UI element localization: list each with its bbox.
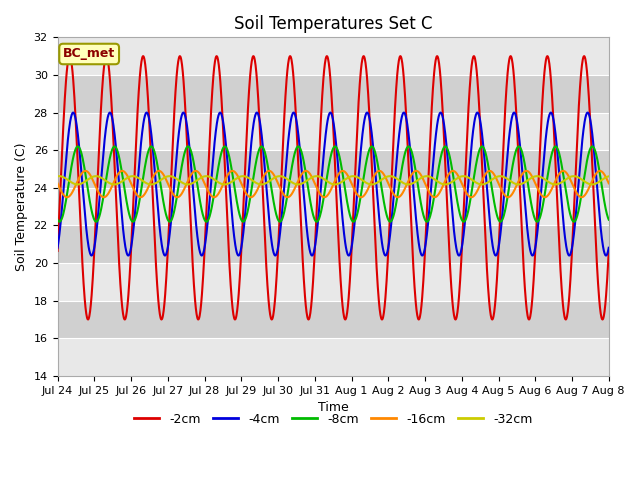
-16cm	[163, 178, 170, 184]
Y-axis label: Soil Temperature (C): Soil Temperature (C)	[15, 143, 28, 271]
Line: -4cm: -4cm	[58, 113, 609, 255]
-2cm	[397, 53, 404, 59]
Bar	[58, 300, 609, 338]
Bar	[58, 113, 609, 150]
-2cm	[419, 278, 427, 284]
-8cm	[54, 217, 61, 223]
-2cm	[238, 238, 246, 243]
Title: Soil Temperatures Set C: Soil Temperatures Set C	[234, 15, 433, 33]
-32cm	[540, 176, 548, 182]
-32cm	[238, 173, 246, 179]
X-axis label: Time: Time	[318, 401, 349, 414]
-32cm	[54, 173, 61, 179]
-2cm	[54, 248, 61, 254]
-8cm	[74, 144, 82, 149]
-4cm	[419, 252, 426, 258]
Bar	[58, 37, 609, 75]
-8cm	[164, 216, 172, 222]
Bar	[58, 75, 609, 113]
-4cm	[540, 154, 548, 159]
-2cm	[492, 298, 499, 304]
-32cm	[176, 179, 184, 184]
-16cm	[491, 172, 499, 178]
-32cm	[492, 175, 499, 180]
-8cm	[177, 168, 185, 174]
-16cm	[419, 175, 426, 181]
-32cm	[605, 173, 612, 179]
-4cm	[510, 110, 518, 116]
Line: -16cm: -16cm	[58, 171, 609, 197]
-8cm	[540, 196, 548, 202]
-8cm	[605, 217, 612, 223]
Line: -2cm: -2cm	[58, 56, 609, 320]
Line: -8cm: -8cm	[58, 146, 609, 222]
-4cm	[54, 245, 61, 251]
-4cm	[238, 242, 246, 248]
Line: -32cm: -32cm	[58, 176, 609, 184]
Legend: -2cm, -4cm, -8cm, -16cm, -32cm: -2cm, -4cm, -8cm, -16cm, -32cm	[129, 408, 538, 431]
-4cm	[163, 250, 170, 255]
-16cm	[540, 194, 547, 200]
-32cm	[163, 174, 170, 180]
-2cm	[540, 74, 548, 80]
Bar	[58, 338, 609, 376]
Bar	[58, 226, 609, 263]
-32cm	[257, 181, 265, 187]
-4cm	[605, 245, 612, 251]
-2cm	[605, 248, 612, 254]
-16cm	[541, 194, 548, 200]
-16cm	[176, 193, 184, 199]
Bar	[58, 263, 609, 300]
-4cm	[492, 252, 500, 258]
-16cm	[54, 180, 61, 186]
-8cm	[419, 212, 427, 218]
-8cm	[239, 218, 246, 224]
-16cm	[559, 168, 567, 174]
-32cm	[419, 174, 427, 180]
-2cm	[415, 317, 422, 323]
-16cm	[605, 180, 612, 186]
Bar	[58, 150, 609, 188]
-8cm	[492, 205, 499, 211]
-4cm	[491, 251, 499, 257]
-8cm	[56, 219, 63, 225]
-2cm	[176, 53, 184, 59]
Text: BC_met: BC_met	[63, 48, 115, 60]
-16cm	[238, 181, 246, 187]
-4cm	[176, 120, 184, 126]
-32cm	[276, 173, 284, 179]
Bar	[58, 188, 609, 226]
-2cm	[163, 268, 170, 274]
